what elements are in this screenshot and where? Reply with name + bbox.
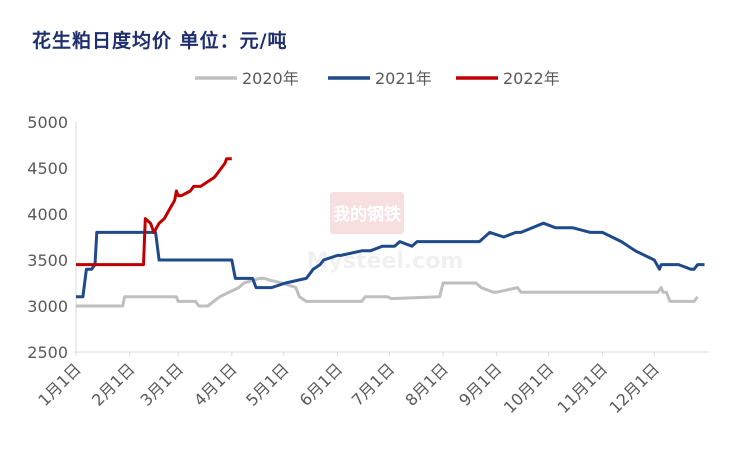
- y-tick-label: 3500: [27, 251, 68, 270]
- y-tick-label: 5000: [27, 113, 68, 132]
- x-tick-label: 1月1日: [34, 359, 84, 409]
- legend-label: 2022年: [503, 69, 560, 88]
- legend-label: 2021年: [375, 69, 432, 88]
- x-tick-label: 2月1日: [88, 359, 138, 409]
- watermark-brand: 我的钢铁: [333, 204, 401, 225]
- legend-label: 2020年: [242, 69, 299, 88]
- series-line-1: [76, 276, 699, 308]
- x-tick-label: 10月1日: [500, 359, 558, 417]
- watermark: 我的钢铁 Mysteel.com: [307, 192, 464, 274]
- x-tick-label: 12月1日: [605, 359, 663, 417]
- x-tick-label: 8月1日: [401, 359, 451, 409]
- y-tick-label: 4000: [27, 205, 68, 224]
- x-tick-label: 7月1日: [348, 359, 398, 409]
- watermark-site: Mysteel.com: [307, 249, 464, 274]
- chart-legend: 2020年 2021年 2022年: [195, 69, 560, 88]
- series-line-3: [76, 157, 232, 267]
- x-tick-label: 6月1日: [296, 359, 346, 409]
- x-tick-label: 4月1日: [190, 359, 240, 409]
- x-tick-label: 9月1日: [455, 359, 505, 409]
- y-tick-label: 4500: [27, 159, 68, 178]
- x-tick-label: 11月1日: [554, 359, 612, 417]
- y-tick-label: 2500: [27, 343, 68, 362]
- watermark-badge: [330, 192, 404, 234]
- chart-title: 花生粕日度均价 单位：元/吨: [32, 30, 288, 52]
- y-tick-label: 3000: [27, 297, 68, 316]
- x-tick-label: 5月1日: [242, 359, 292, 409]
- chart-series: [76, 157, 705, 308]
- series-line-2: [76, 221, 705, 299]
- x-tick-label: 3月1日: [137, 359, 187, 409]
